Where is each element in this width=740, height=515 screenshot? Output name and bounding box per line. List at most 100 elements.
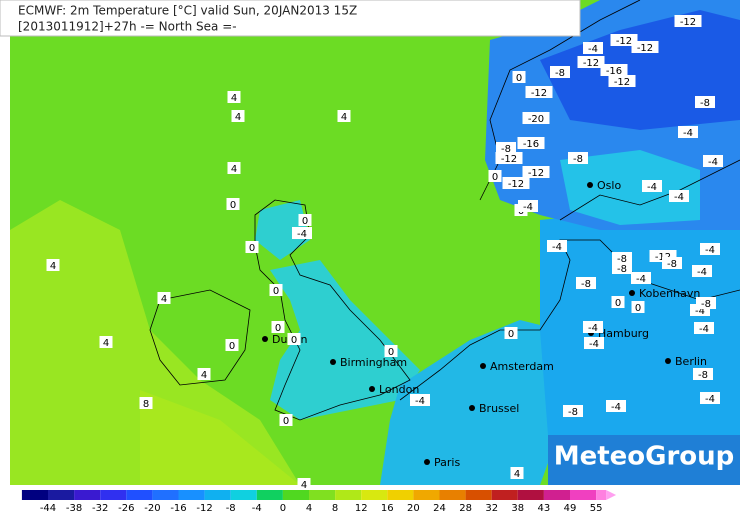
temp-label: 0 [273, 286, 279, 297]
sweden-coast [560, 150, 700, 225]
city-label: Brussel [479, 402, 519, 415]
logo-box [548, 435, 740, 485]
temp-label: -8 [581, 279, 591, 290]
legend-tick-label: -20 [144, 503, 160, 514]
header-box [0, 0, 581, 37]
temp-label-box [410, 394, 430, 406]
legend-tick-label: 28 [459, 503, 472, 514]
scotland-cold [255, 200, 310, 260]
city-label: Oslo [597, 179, 621, 192]
temp-label-box [271, 321, 285, 333]
temp-label: -4 [683, 128, 693, 139]
temp-label-box [583, 42, 603, 54]
temp-label-box [611, 296, 625, 308]
city-dot [424, 459, 430, 465]
temp-label: 0 [492, 172, 498, 183]
temp-label: -12 [501, 154, 517, 165]
temp-label: 0 [249, 243, 255, 254]
temp-label-box [631, 272, 651, 284]
temp-label-box [279, 414, 293, 426]
temp-label-box [642, 180, 662, 192]
temp-label-box [292, 227, 312, 239]
temp-label: -12 [508, 179, 524, 190]
legend-tick-label: -44 [40, 503, 56, 514]
temp-label-box [703, 155, 723, 167]
temp-label-box [568, 152, 588, 164]
temp-label-box [577, 56, 605, 68]
temp-label: -4 [588, 44, 598, 55]
temp-label: -8 [698, 370, 708, 381]
city-dot [665, 358, 671, 364]
legend-swatch [126, 490, 153, 500]
temp-label: -4 [415, 396, 425, 407]
legend-swatch [100, 490, 127, 500]
temp-label-box [674, 15, 702, 27]
legend-swatch [413, 490, 440, 500]
temp-label-box [608, 75, 636, 87]
legend-swatch [21, 490, 48, 500]
legend-tick-label: 32 [485, 503, 498, 514]
temp-label: -12 [531, 88, 547, 99]
temp-label: -16 [606, 66, 622, 77]
legend-tick-label: -38 [66, 503, 82, 514]
temp-label-box [550, 66, 570, 78]
temp-label: -8 [617, 264, 627, 275]
temp-label-box [600, 64, 628, 76]
temp-label-box [522, 112, 550, 124]
coastline-sweden [559, 159, 740, 221]
city-dot [262, 336, 268, 342]
legend-tick-label: 43 [538, 503, 551, 514]
temp-label: 4 [301, 480, 307, 491]
temp-label: -4 [636, 274, 646, 285]
temp-label-box [496, 142, 516, 154]
temp-label: 0 [388, 347, 394, 358]
temp-label-box [245, 241, 259, 253]
legend-tick-label: -32 [92, 503, 108, 514]
legend-swatch [491, 490, 518, 500]
legend-swatch [178, 490, 205, 500]
temp-label-box [576, 277, 596, 289]
logo: MeteoGroup [554, 442, 735, 472]
england-cold [270, 260, 420, 420]
legend-swatch [256, 490, 283, 500]
temp-label: 0 [230, 200, 236, 211]
temp-label-box [226, 198, 240, 210]
temp-label-box [298, 214, 312, 226]
legend-swatch [517, 490, 544, 500]
temp-label-box [269, 284, 283, 296]
city-dot [629, 290, 635, 296]
temp-label-box [225, 339, 239, 351]
temp-label: -4 [695, 306, 705, 317]
legend-tick-label: 20 [407, 503, 420, 514]
temp-label-box [197, 368, 211, 380]
temp-label-box [693, 368, 713, 380]
city-label: Hamburg [598, 327, 649, 340]
coastlines [149, 0, 740, 421]
continent-cold [380, 320, 560, 485]
city-dot [330, 359, 336, 365]
coastline-gb [254, 199, 411, 421]
legend-tick-label: 38 [511, 503, 524, 514]
legend-swatch [439, 490, 466, 500]
temp-label: -12 [528, 168, 544, 179]
legend-swatch [309, 490, 336, 500]
temp-label-box [99, 336, 113, 348]
temp-label-box [669, 190, 689, 202]
temp-label: 8 [143, 399, 149, 410]
temp-label-box [227, 162, 241, 174]
temp-label-box [583, 321, 603, 333]
legend-tick-label: 16 [381, 503, 394, 514]
coastline-ireland [149, 289, 251, 386]
temp-label-box [384, 345, 398, 357]
temp-label: -8 [667, 259, 677, 270]
legend-swatch [596, 490, 607, 500]
temp-label-box [525, 86, 553, 98]
city-label: Amsterdam [490, 360, 554, 373]
legend-tick-label: -8 [226, 503, 236, 514]
legend-tick-label: 55 [590, 503, 603, 514]
temp-label-box [495, 152, 523, 164]
temp-label-box [631, 301, 645, 313]
legend-tick-label: -4 [252, 503, 262, 514]
